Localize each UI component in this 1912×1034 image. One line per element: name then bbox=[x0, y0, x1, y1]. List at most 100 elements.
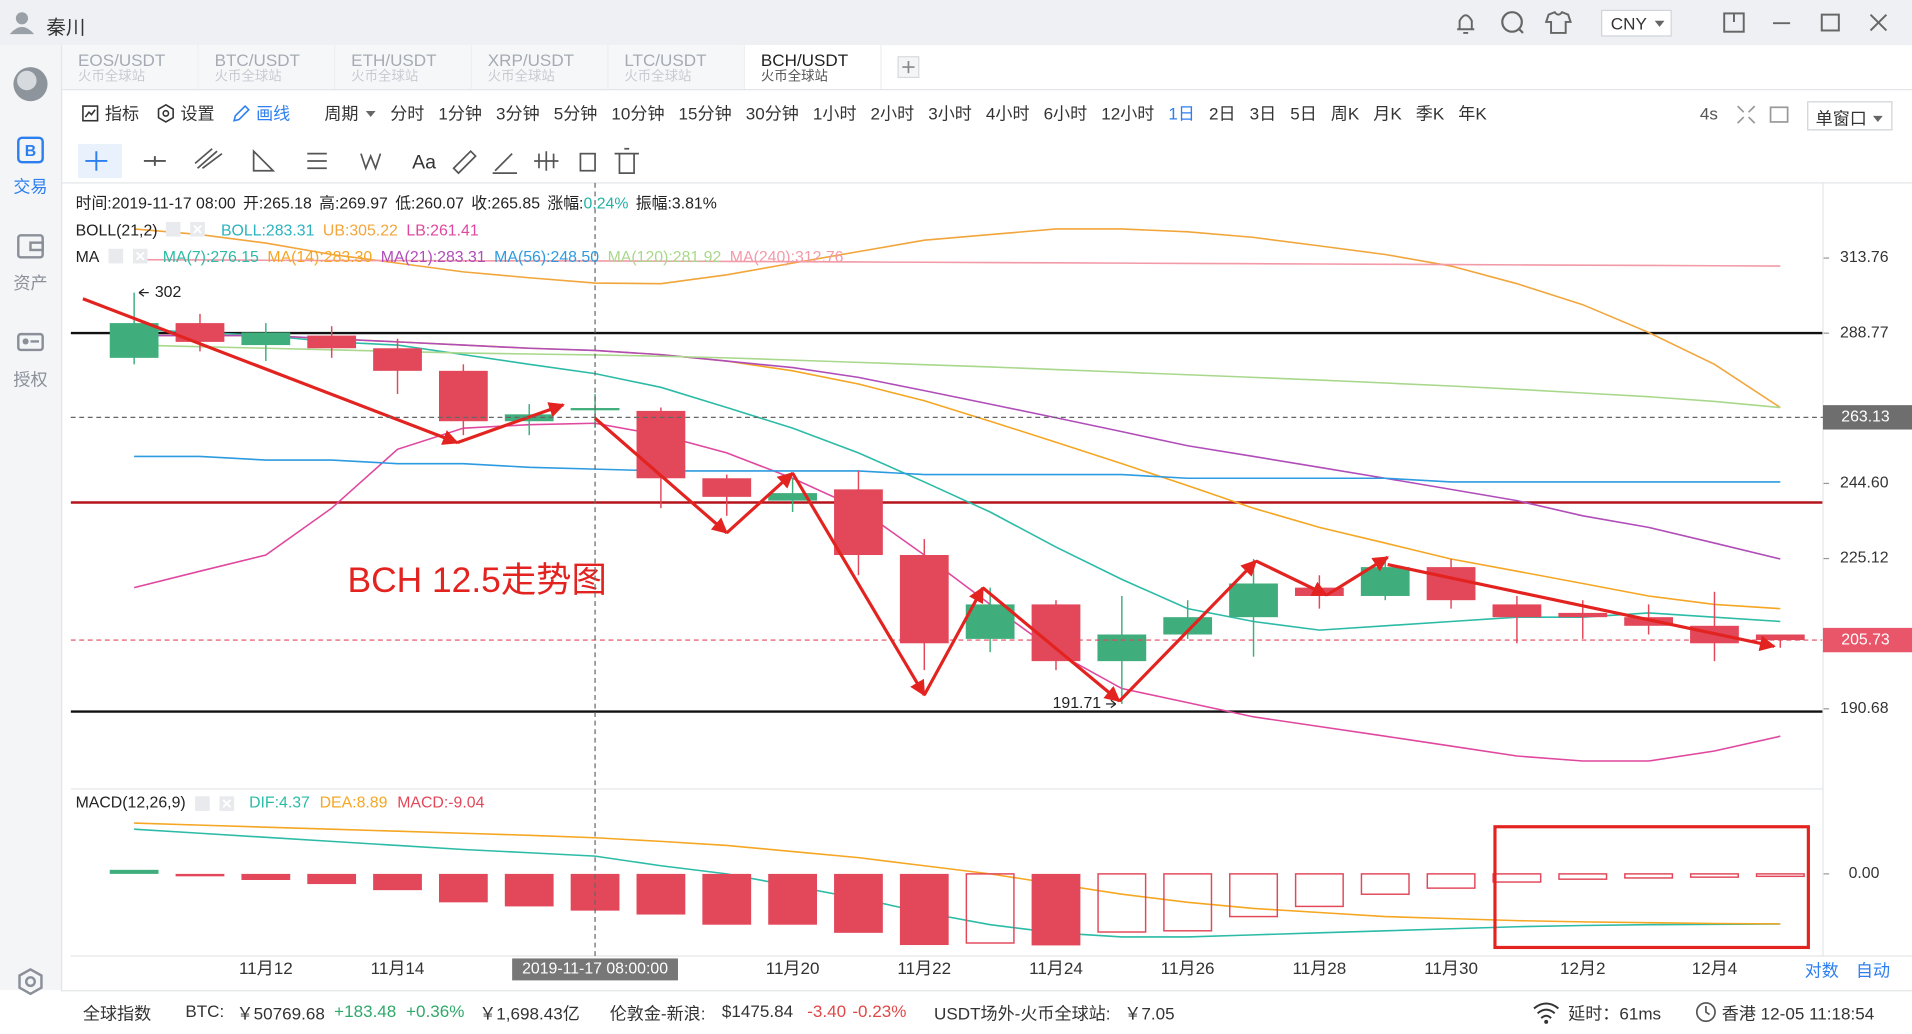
window-mode: 单窗口 bbox=[1815, 108, 1867, 129]
macd-line bbox=[134, 822, 1781, 925]
candle bbox=[438, 364, 488, 436]
kline-chart[interactable]: BCH 12.5走势图 对数 自动 313.76 288.77 244.60 225.… bbox=[0, 180, 1912, 990]
period[interactable]: 15分钟 bbox=[678, 103, 732, 124]
period[interactable]: 年K bbox=[1458, 103, 1487, 124]
indicator-label: MA(56): bbox=[494, 247, 551, 266]
tab[interactable]: EOS/USDT 火币全球站 bbox=[62, 45, 199, 90]
indicator-label: MA(120): bbox=[607, 247, 673, 266]
tab[interactable]: XRP/USDT 火币全球站 bbox=[471, 45, 609, 90]
toolbar-item[interactable]: 指标 bbox=[80, 101, 139, 125]
info-value: 269.97 bbox=[339, 193, 388, 213]
toolbar-item[interactable]: 设置 bbox=[156, 101, 215, 125]
trade-icon[interactable]: B bbox=[16, 135, 45, 164]
tab[interactable]: LTC/USDT 火币全球站 bbox=[608, 45, 746, 90]
window-mode-select[interactable]: 单窗口 bbox=[1807, 101, 1893, 131]
candle bbox=[702, 474, 752, 516]
tab-pair: XRP/USDT bbox=[487, 49, 575, 70]
tab-exchange: 火币全球站 bbox=[214, 69, 282, 85]
axis-mode[interactable]: 自动 bbox=[1856, 961, 1890, 980]
toolbar-label: 设置 bbox=[180, 103, 215, 124]
low-label: 191.71 bbox=[1053, 695, 1102, 712]
info-value: 265.18 bbox=[263, 193, 312, 213]
indicator-value: 283.31 bbox=[437, 247, 486, 266]
indicator-label: MA(240): bbox=[729, 247, 796, 266]
auth-icon[interactable] bbox=[16, 327, 45, 356]
period[interactable]: 2小时 bbox=[870, 103, 915, 124]
status-text: ￥1,698.43亿 bbox=[479, 1003, 580, 1024]
period[interactable]: 1分钟 bbox=[438, 103, 483, 124]
period[interactable]: 2日 bbox=[1209, 103, 1236, 124]
toolbar-label: 画线 bbox=[256, 103, 291, 124]
period[interactable]: 月K bbox=[1373, 103, 1402, 124]
indicator-value: 248.50 bbox=[550, 247, 600, 266]
sidebar-item[interactable]: 交易 bbox=[13, 176, 48, 197]
currency-select[interactable]: CNY bbox=[1601, 9, 1672, 37]
macd-bar bbox=[1097, 873, 1147, 933]
toolbar-icons[interactable] bbox=[1734, 102, 1795, 126]
macd-info-part: 4.37 bbox=[279, 795, 310, 812]
candle-body bbox=[373, 348, 422, 371]
sidebar-item[interactable]: 资产 bbox=[13, 273, 48, 293]
period[interactable]: 6小时 bbox=[1043, 103, 1088, 124]
add-tab[interactable] bbox=[897, 56, 920, 79]
macd-info-part: MACD(12,26,9) bbox=[76, 795, 186, 812]
y-tick-label: 225.12 bbox=[1840, 550, 1889, 567]
window-controls[interactable] bbox=[1717, 7, 1900, 39]
period[interactable]: 分时 bbox=[390, 103, 425, 124]
info-label: 低: bbox=[395, 193, 416, 213]
y-tick-label: 190.68 bbox=[1840, 700, 1889, 717]
drawing-tools[interactable]: Aa bbox=[71, 141, 656, 180]
sidebar-item[interactable]: 授权 bbox=[13, 369, 48, 389]
tab[interactable]: ETH/USDT 火币全球站 bbox=[335, 45, 472, 90]
toolbar-item[interactable]: 画线 bbox=[232, 101, 291, 125]
toolbar-icon bbox=[82, 105, 99, 122]
candle bbox=[1097, 595, 1147, 704]
boll-line bbox=[134, 228, 1781, 409]
period[interactable]: 季K bbox=[1415, 103, 1445, 124]
x-tick-label: 12月2 bbox=[1560, 959, 1606, 978]
macd-bar bbox=[1689, 873, 1739, 878]
period[interactable]: 12小时 bbox=[1101, 103, 1155, 124]
title-icons[interactable] bbox=[1451, 7, 1597, 39]
period[interactable]: 3日 bbox=[1249, 103, 1277, 124]
period[interactable]: 1小时 bbox=[812, 103, 857, 124]
period[interactable]: 5分钟 bbox=[553, 103, 598, 124]
tab-exchange: 火币全球站 bbox=[78, 69, 146, 85]
macd-bar bbox=[899, 873, 949, 946]
period[interactable]: 30分钟 bbox=[745, 103, 799, 124]
candle-body bbox=[1558, 612, 1608, 618]
candle-body bbox=[1163, 617, 1213, 635]
period[interactable]: 3分钟 bbox=[496, 103, 540, 124]
macd-bar bbox=[241, 873, 291, 880]
candle-body bbox=[702, 478, 752, 497]
toolbar: 指标 设置 画线 周期 分时 1分钟 3分钟 5分钟 10分钟 15分钟 30分钟 1小时 2小时 3小时… bbox=[80, 100, 1500, 127]
tab[interactable]: BTC/USDT 火币全球站 bbox=[198, 45, 336, 90]
info-label: 开: bbox=[243, 193, 264, 213]
y-tick-label: 313.76 bbox=[1840, 249, 1889, 266]
avatar[interactable] bbox=[7, 7, 36, 36]
period[interactable]: 周K bbox=[1330, 103, 1360, 124]
text-tool[interactable]: Aa bbox=[412, 151, 436, 173]
axis-mode[interactable]: 对数 bbox=[1805, 961, 1839, 980]
refresh-interval[interactable]: 4s bbox=[1699, 103, 1718, 124]
high-label: 302 bbox=[155, 284, 182, 301]
status-text: USDT场外-火币全球站: bbox=[934, 1003, 1111, 1024]
tab-exchange: 火币全球站 bbox=[760, 69, 828, 85]
period[interactable]: 1日 bbox=[1168, 103, 1195, 124]
status-text: 香港 12-05 11:18:54 bbox=[1721, 1003, 1875, 1024]
asset-icon[interactable] bbox=[16, 232, 45, 261]
status-text: 延时：61ms bbox=[1568, 1003, 1662, 1024]
settings-icon[interactable] bbox=[16, 967, 45, 996]
period[interactable]: 4小时 bbox=[985, 103, 1030, 124]
tab[interactable]: BCH/USDT 火币全球站 bbox=[745, 45, 882, 90]
caret bbox=[365, 110, 376, 117]
macd-bar bbox=[965, 873, 1015, 944]
macd-info-part: 8.89 bbox=[357, 795, 388, 812]
candle-body bbox=[834, 489, 883, 556]
macd-bar bbox=[109, 869, 159, 874]
period[interactable]: 10分钟 bbox=[611, 103, 665, 124]
indicator-label: MA(21): bbox=[380, 247, 438, 266]
period[interactable]: 5日 bbox=[1290, 103, 1317, 124]
period[interactable]: 3小时 bbox=[928, 103, 972, 124]
x-tick-label: 11月26 bbox=[1161, 959, 1215, 978]
